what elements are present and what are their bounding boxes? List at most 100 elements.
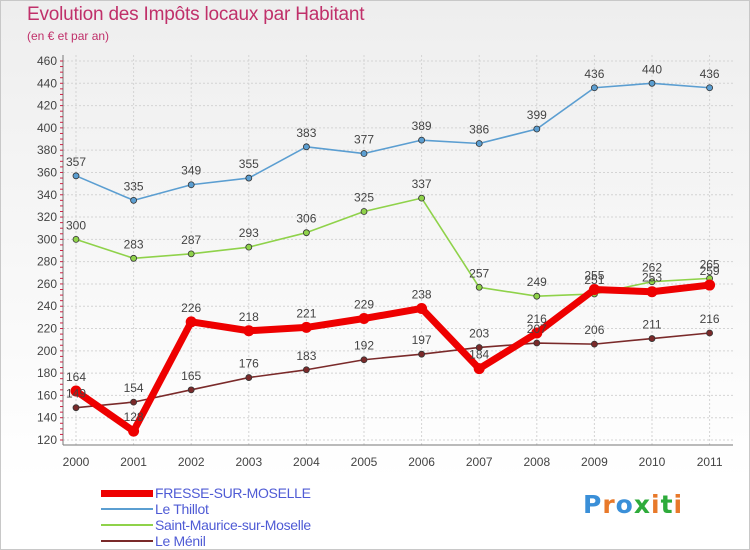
x-tick-label: 2003: [235, 455, 262, 469]
y-tick-label: 200: [37, 344, 57, 358]
data-label: 149: [66, 387, 86, 401]
logo-letter: o: [615, 490, 634, 519]
data-point: [70, 385, 82, 397]
data-label: 164: [66, 370, 86, 384]
data-point: [475, 283, 483, 291]
data-label: 300: [66, 218, 86, 232]
data-label: 203: [469, 326, 489, 340]
logo-letter: t: [660, 490, 674, 519]
x-tick-label: 2008: [523, 455, 550, 469]
data-label: 206: [584, 323, 604, 337]
legend-item: Le Ménil: [101, 533, 311, 549]
data-point: [358, 312, 370, 324]
data-point: [648, 278, 656, 286]
x-tick-label: 2001: [120, 455, 147, 469]
data-label: 383: [296, 126, 316, 140]
data-point: [648, 335, 656, 342]
data-point: [300, 321, 312, 333]
y-tick-label: 360: [37, 165, 57, 179]
data-point: [533, 125, 541, 133]
data-point: [706, 329, 713, 337]
data-label: 355: [239, 157, 259, 171]
data-point: [360, 356, 368, 364]
proxiti-logo: Proxiti: [583, 490, 683, 519]
data-label: 399: [527, 108, 547, 122]
y-tick-label: 400: [37, 121, 57, 135]
data-label: 184: [469, 348, 489, 362]
data-point: [245, 174, 253, 182]
logo-letter: i: [651, 490, 661, 519]
y-tick-label: 440: [37, 76, 57, 90]
data-label: 211: [642, 318, 661, 332]
data-point: [72, 235, 80, 243]
data-label: 221: [296, 306, 316, 320]
data-label: 389: [412, 119, 432, 133]
data-label: 183: [296, 349, 316, 363]
y-tick-label: 140: [37, 411, 57, 425]
x-tick-label: 2005: [351, 455, 378, 469]
data-label: 386: [469, 122, 489, 136]
x-tick-label: 2000: [63, 455, 90, 469]
chart-legend: FRESSE-SUR-MOSELLE Le Thillot Saint-Mauric…: [101, 485, 311, 549]
legend-item: Saint-Maurice-sur-Moselle: [101, 517, 311, 533]
x-tick-label: 2007: [466, 455, 493, 469]
data-label: 259: [700, 264, 720, 278]
data-label: 440: [642, 62, 662, 76]
legend-swatch: [101, 540, 153, 542]
data-label: 128: [124, 410, 144, 424]
logo-letter: i: [673, 490, 684, 519]
data-label: 176: [239, 357, 259, 371]
data-point: [302, 143, 310, 151]
x-tick-label: 2011: [697, 455, 723, 469]
logo-letter: P: [583, 490, 603, 519]
legend-label: Le Ménil: [155, 533, 206, 549]
data-label: 325: [354, 190, 374, 204]
data-label: 335: [124, 179, 144, 193]
y-tick-label: 240: [37, 299, 57, 313]
data-point: [245, 374, 253, 381]
data-point: [418, 194, 426, 202]
data-point: [416, 302, 428, 314]
plot-area: [63, 55, 733, 440]
data-label: 436: [584, 67, 604, 81]
data-point: [302, 366, 310, 374]
data-label: 262: [642, 261, 662, 275]
data-point: [187, 386, 195, 394]
x-tick-label: 2002: [178, 455, 205, 469]
x-tick-label: 2010: [639, 455, 666, 469]
data-point: [418, 136, 426, 144]
data-point: [360, 208, 368, 215]
series-line-1: [75, 82, 711, 202]
legend-label: Saint-Maurice-sur-Moselle: [155, 517, 311, 533]
logo-letter: r: [602, 490, 616, 519]
data-label: 229: [354, 297, 374, 311]
data-point: [706, 84, 713, 92]
y-tick-label: 460: [37, 54, 57, 68]
data-point: [130, 254, 138, 262]
y-tick-label: 420: [37, 99, 57, 113]
data-label: 253: [642, 271, 662, 285]
legend-label: FRESSE-SUR-MOSELLE: [155, 485, 311, 501]
x-tick-label: 2009: [581, 455, 608, 469]
data-point: [591, 84, 598, 92]
data-point: [245, 243, 253, 251]
data-point: [646, 286, 658, 298]
data-label: 287: [181, 233, 201, 247]
y-tick-label: 300: [37, 232, 57, 246]
legend-item: Le Thillot: [101, 501, 311, 517]
data-label: 165: [181, 369, 201, 383]
data-label: 154: [124, 381, 144, 395]
data-point: [418, 350, 426, 358]
legend-swatch: [101, 489, 153, 497]
legend-swatch: [101, 524, 153, 526]
logo-letter: x: [633, 490, 651, 519]
y-tick-label: 120: [37, 433, 57, 447]
data-point: [72, 172, 80, 180]
x-tick-label: 2006: [408, 455, 435, 469]
legend-swatch: [101, 508, 153, 510]
data-label: 255: [584, 269, 604, 283]
y-tick-label: 260: [37, 277, 57, 291]
data-label: 357: [66, 155, 86, 169]
